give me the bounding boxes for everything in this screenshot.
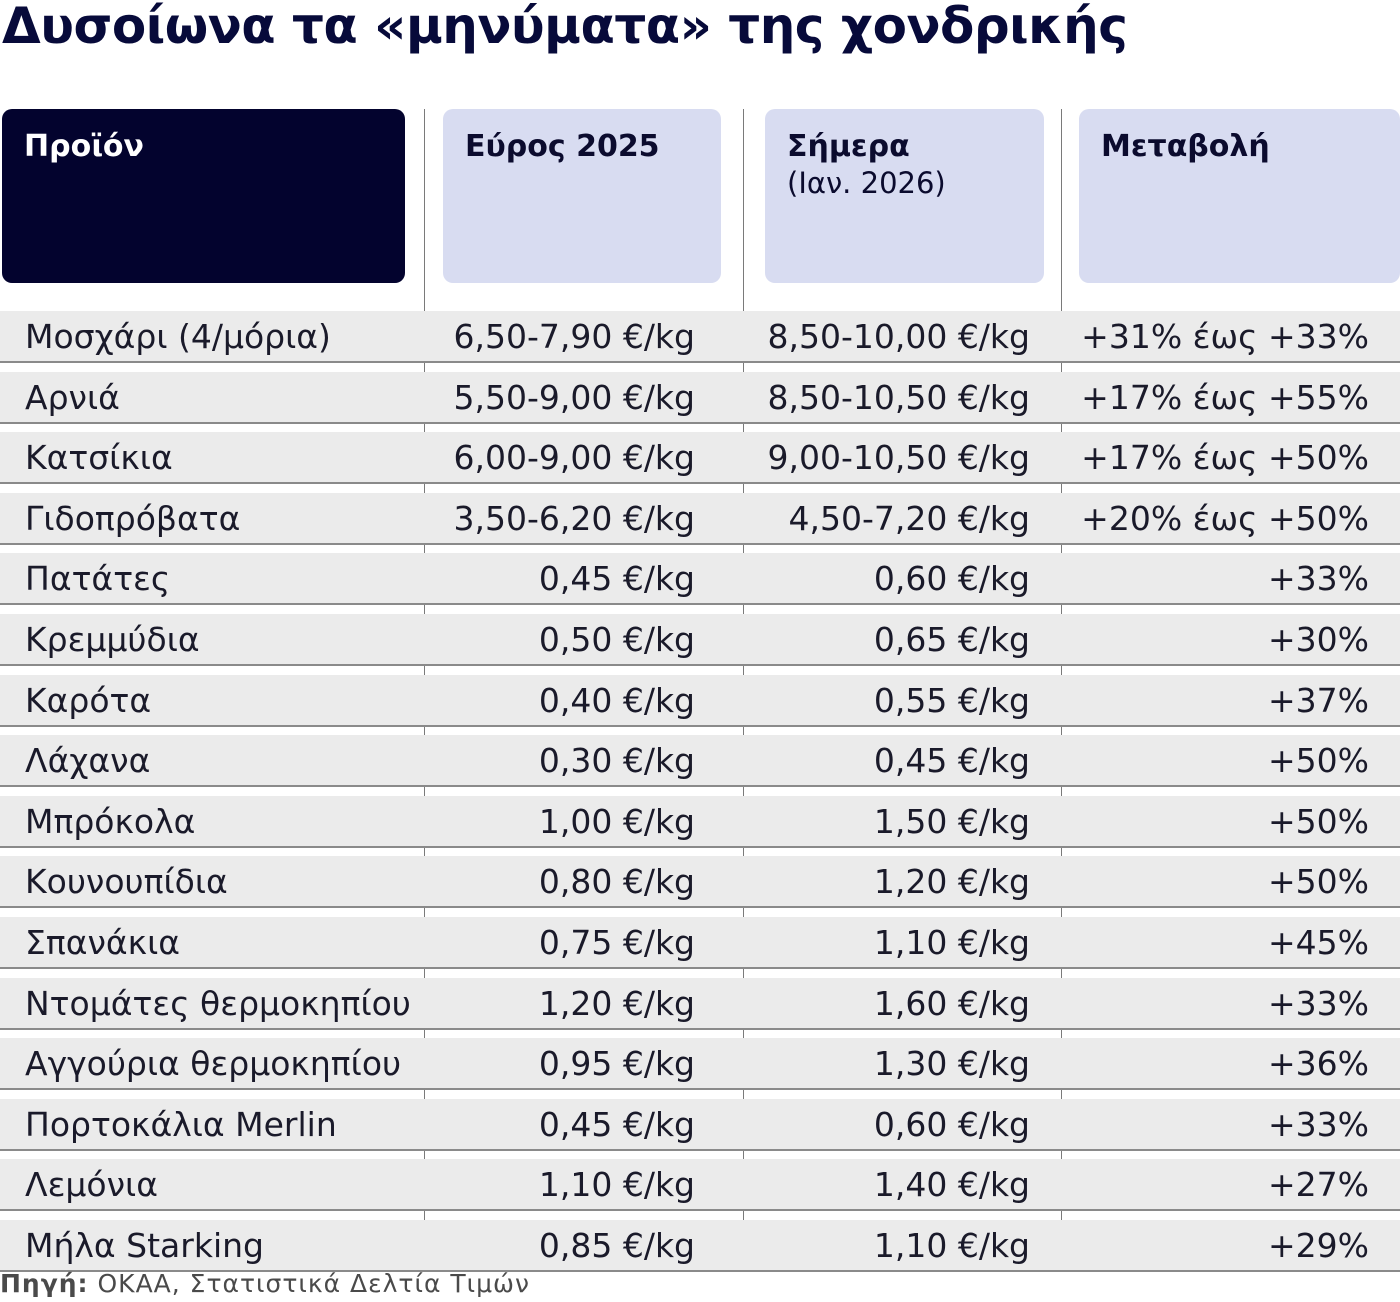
change-cell: +36% <box>1268 1044 1369 1084</box>
today-cell: 8,50-10,50 €/kg <box>767 377 1030 417</box>
today-cell: 0,55 €/kg <box>873 680 1030 720</box>
change-cell: +17% έως +55% <box>1081 377 1369 417</box>
page-title: Δυσοίωνα τα «μηνύματα» της χονδρικής <box>2 0 1128 55</box>
product-cell: Λεμόνια <box>25 1165 158 1205</box>
header-product: Προϊόν <box>2 109 405 283</box>
table-row: Κρεμμύδια 0,50 €/kg 0,65 €/kg +30% <box>0 613 1400 666</box>
table-row: Μπρόκολα 1,00 €/kg 1,50 €/kg +50% <box>0 795 1400 848</box>
range-2025-cell: 0,75 €/kg <box>538 922 695 962</box>
change-cell: +50% <box>1268 801 1369 841</box>
today-cell: 1,10 €/kg <box>873 922 1030 962</box>
table-row: Κουνουπίδια 0,80 €/kg 1,20 €/kg +50% <box>0 856 1400 909</box>
table-row: Λεμόνια 1,10 €/kg 1,40 €/kg +27% <box>0 1159 1400 1212</box>
table-row: Μοσχάρι (4/μόρια) 6,50-7,90 €/kg 8,50-10,0… <box>0 311 1400 363</box>
change-cell: +37% <box>1268 680 1369 720</box>
source-text: ΟΚΑΑ, Στατιστικά Δελτία Τιμών <box>97 1269 530 1298</box>
product-cell: Καρότα <box>25 680 152 720</box>
source-label: Πηγή: <box>0 1269 89 1298</box>
today-cell: 1,40 €/kg <box>873 1165 1030 1205</box>
change-cell: +20% έως +50% <box>1081 498 1369 538</box>
source-note: Πηγή: ΟΚΑΑ, Στατιστικά Δελτία Τιμών <box>0 1266 530 1302</box>
today-cell: 4,50-7,20 €/kg <box>788 498 1030 538</box>
product-cell: Πατάτες <box>25 559 171 599</box>
header-range-2025-label: Εύρος 2025 <box>465 129 660 164</box>
header-change-label: Μεταβολή <box>1101 129 1270 164</box>
table-row: Κατσίκια 6,00-9,00 €/kg 9,00-10,50 €/kg +17… <box>0 432 1400 485</box>
change-cell: +29% <box>1268 1225 1369 1265</box>
product-cell: Αγγούρια θερμοκηπίου <box>25 1044 402 1084</box>
today-cell: 0,65 €/kg <box>873 619 1030 659</box>
table-row: Μήλα Starking 0,85 €/kg 1,10 €/kg +29% <box>0 1219 1400 1272</box>
range-2025-cell: 0,95 €/kg <box>538 1044 695 1084</box>
product-cell: Πορτοκάλια Merlin <box>25 1104 337 1144</box>
change-cell: +30% <box>1268 619 1369 659</box>
header-change: Μεταβολή <box>1079 109 1400 283</box>
price-table-body: Μοσχάρι (4/μόρια) 6,50-7,90 €/kg 8,50-10,0… <box>0 311 1400 1281</box>
today-cell: 1,60 €/kg <box>873 983 1030 1023</box>
product-cell: Αρνιά <box>25 377 120 417</box>
range-2025-cell: 6,50-7,90 €/kg <box>453 317 695 356</box>
product-cell: Σπανάκια <box>25 922 181 962</box>
range-2025-cell: 5,50-9,00 €/kg <box>453 377 695 417</box>
today-cell: 9,00-10,50 €/kg <box>767 438 1030 478</box>
product-cell: Γιδοπρόβατα <box>25 498 241 538</box>
range-2025-cell: 1,10 €/kg <box>538 1165 695 1205</box>
today-cell: 1,10 €/kg <box>873 1225 1030 1265</box>
range-2025-cell: 1,00 €/kg <box>538 801 695 841</box>
range-2025-cell: 0,45 €/kg <box>538 1104 695 1144</box>
header-range-2025: Εύρος 2025 <box>443 109 721 283</box>
product-cell: Μοσχάρι (4/μόρια) <box>25 317 331 356</box>
table-row: Πατάτες 0,45 €/kg 0,60 €/kg +33% <box>0 553 1400 606</box>
range-2025-cell: 1,20 €/kg <box>538 983 695 1023</box>
product-cell: Μήλα Starking <box>25 1225 264 1265</box>
change-cell: +33% <box>1268 1104 1369 1144</box>
table-row: Καρότα 0,40 €/kg 0,55 €/kg +37% <box>0 674 1400 727</box>
today-cell: 0,60 €/kg <box>873 559 1030 599</box>
table-row: Γιδοπρόβατα 3,50-6,20 €/kg 4,50-7,20 €/kg +… <box>0 492 1400 545</box>
header-today-label: Σήμερα <box>787 129 910 164</box>
today-cell: 0,45 €/kg <box>873 741 1030 781</box>
change-cell: +33% <box>1268 559 1369 599</box>
table-row: Λάχανα 0,30 €/kg 0,45 €/kg +50% <box>0 735 1400 788</box>
product-cell: Κουνουπίδια <box>25 862 228 902</box>
table-row: Αρνιά 5,50-9,00 €/kg 8,50-10,50 €/kg +17% έ… <box>0 371 1400 424</box>
header-today-sublabel: (Ιαν. 2026) <box>787 166 946 200</box>
change-cell: +17% έως +50% <box>1081 438 1369 478</box>
header-today: Σήμερα (Ιαν. 2026) <box>765 109 1044 283</box>
product-cell: Ντομάτες θερμοκηπίου <box>25 983 411 1023</box>
today-cell: 0,60 €/kg <box>873 1104 1030 1144</box>
range-2025-cell: 6,00-9,00 €/kg <box>453 438 695 478</box>
product-cell: Κατσίκια <box>25 438 173 478</box>
today-cell: 8,50-10,00 €/kg <box>767 317 1030 356</box>
product-cell: Μπρόκολα <box>25 801 196 841</box>
header-product-label: Προϊόν <box>24 129 144 164</box>
range-2025-cell: 0,30 €/kg <box>538 741 695 781</box>
product-cell: Κρεμμύδια <box>25 619 200 659</box>
change-cell: +27% <box>1268 1165 1369 1205</box>
table-row: Ντομάτες θερμοκηπίου 1,20 €/kg 1,60 €/kg +3… <box>0 977 1400 1030</box>
range-2025-cell: 0,45 €/kg <box>538 559 695 599</box>
table-row: Πορτοκάλια Merlin 0,45 €/kg 0,60 €/kg +33% <box>0 1098 1400 1151</box>
range-2025-cell: 0,40 €/kg <box>538 680 695 720</box>
change-cell: +45% <box>1268 922 1369 962</box>
today-cell: 1,20 €/kg <box>873 862 1030 902</box>
change-cell: +33% <box>1268 983 1369 1023</box>
today-cell: 1,30 €/kg <box>873 1044 1030 1084</box>
table-row: Σπανάκια 0,75 €/kg 1,10 €/kg +45% <box>0 916 1400 969</box>
range-2025-cell: 0,80 €/kg <box>538 862 695 902</box>
today-cell: 1,50 €/kg <box>873 801 1030 841</box>
range-2025-cell: 0,85 €/kg <box>538 1225 695 1265</box>
range-2025-cell: 0,50 €/kg <box>538 619 695 659</box>
table-row: Αγγούρια θερμοκηπίου 0,95 €/kg 1,30 €/kg +3… <box>0 1038 1400 1091</box>
change-cell: +50% <box>1268 862 1369 902</box>
product-cell: Λάχανα <box>25 741 151 781</box>
range-2025-cell: 3,50-6,20 €/kg <box>453 498 695 538</box>
change-cell: +50% <box>1268 741 1369 781</box>
change-cell: +31% έως +33% <box>1081 317 1369 356</box>
